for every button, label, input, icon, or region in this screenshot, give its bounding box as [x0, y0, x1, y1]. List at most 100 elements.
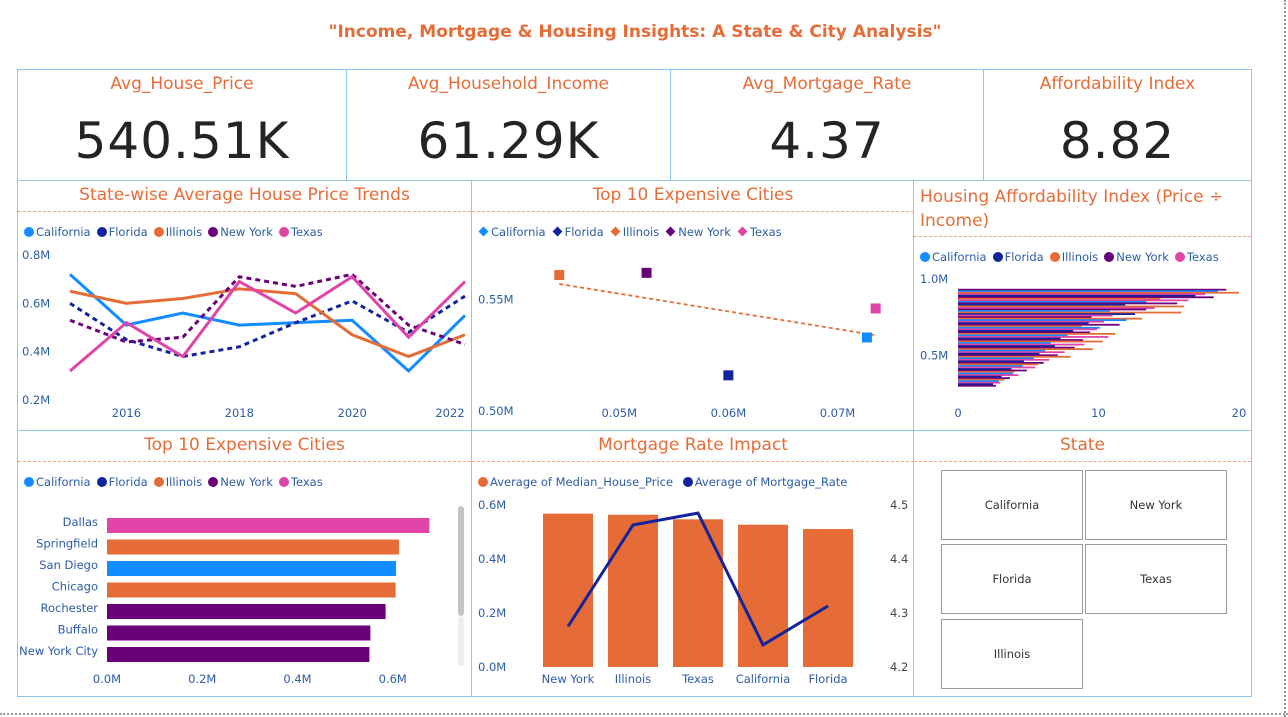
affordability-bar: [958, 333, 1116, 335]
chart-legend[interactable]: Average of Median_House_Price Average of…: [478, 475, 853, 489]
affordability-bar: [958, 361, 1044, 364]
kpi-card-household-income[interactable]: Avg_Household_Income 61.29K: [346, 69, 671, 181]
state-option-texas[interactable]: Texas: [1085, 544, 1227, 614]
affordability-bar: [958, 340, 1103, 343]
legend-marker: [478, 477, 488, 487]
affordability-bar: [958, 320, 1105, 323]
city-bar: [107, 518, 430, 533]
scrollbar-track[interactable]: [458, 616, 464, 666]
chart-title: Mortgage Rate Impact: [598, 435, 788, 455]
x-tick-label: 2022: [435, 406, 464, 420]
kpi-value: 61.29K: [417, 112, 600, 170]
affordability-bar: [958, 348, 1093, 351]
affordability-bar: [958, 316, 1092, 319]
city-label: San Diego: [39, 558, 98, 572]
affordability-bar: [958, 337, 1061, 340]
price-bar: [543, 513, 593, 667]
scatter-chart-panel[interactable]: Top 10 Expensive Cities California Florid…: [471, 180, 915, 432]
x-tick-label: New York: [542, 672, 595, 686]
kpi-card-mortgage-rate[interactable]: Avg_Mortgage_Rate 4.37: [670, 69, 984, 181]
x-tick-label: 2018: [225, 406, 254, 420]
affordability-bar: [958, 380, 999, 383]
legend-marker: [96, 477, 107, 487]
affordability-bar: [958, 371, 1015, 373]
trend-chart-panel[interactable]: State-wise Average House Price Trends Ca…: [17, 180, 472, 432]
y-tick-label: 0.6M: [22, 296, 50, 310]
state-slicer-panel[interactable]: State California New York Florida Texas …: [913, 430, 1252, 697]
kpi-card-house-price[interactable]: Avg_House_Price 540.51K: [17, 69, 347, 181]
kpi-value: 4.37: [769, 112, 885, 170]
chart-legend[interactable]: California Florida Illinois New York Texas: [478, 225, 788, 239]
y-tick-label: 0.8M: [22, 248, 50, 262]
kpi-label: Avg_House_Price: [110, 74, 254, 94]
affordability-bar: [958, 369, 1027, 372]
y-tick-label: 0.4M: [478, 552, 506, 566]
legend-marker: [278, 227, 289, 237]
chart-title: Top 10 Expensive Cities: [592, 185, 794, 205]
affordability-bar: [958, 300, 1147, 303]
legend-label: California: [36, 225, 91, 239]
line-chart[interactable]: 0.8M 0.6M 0.4M 0.2M 2016 2018 2020 2022: [18, 181, 473, 433]
kpi-card-affordability-index[interactable]: Affordability Index 8.82: [983, 69, 1252, 181]
state-option-new-york[interactable]: New York: [1085, 470, 1227, 540]
chart-title: State-wise Average House Price Trends: [79, 185, 410, 205]
mortgage-chart-panel[interactable]: Mortgage Rate Impact Average of Median_H…: [471, 430, 915, 697]
scrollbar[interactable]: [458, 506, 464, 616]
affordability-bar-chart[interactable]: 1.0M 0.5M 0 10 20: [914, 181, 1253, 433]
y2-tick-label: 4.2: [890, 660, 908, 674]
series-line-texas: [69, 274, 467, 373]
y-tick-label: 0.55M: [478, 293, 514, 307]
y-tick-label: 1.0M: [920, 272, 948, 286]
legend-label: Average of Median_House_Price: [490, 475, 674, 489]
cities-chart-panel[interactable]: Top 10 Expensive Cities California Florid…: [17, 430, 472, 697]
state-option-illinois[interactable]: Illinois: [941, 619, 1083, 689]
affordability-chart-panel[interactable]: Housing Affordability Index (Price ÷ Inc…: [913, 180, 1252, 432]
canvas-border: [0, 713, 1288, 715]
legend-label: Illinois: [1061, 250, 1099, 264]
chart-legend[interactable]: California Florida Illinois New York Texas: [24, 225, 329, 239]
y2-tick-label: 4.3: [890, 606, 908, 620]
scatter-point-florida: [723, 370, 734, 381]
legend-marker: [920, 252, 930, 262]
x-tick-label: Texas: [681, 672, 714, 686]
legend-label: Texas: [1186, 250, 1219, 264]
affordability-bar: [958, 384, 996, 387]
cities-bar-chart[interactable]: Dallas Springfield San Diego Chicago Rochest…: [18, 431, 473, 698]
y-tick-label: 0.5M: [920, 348, 948, 362]
affordability-bar: [958, 366, 1036, 369]
chart-legend[interactable]: California Florida Illinois New York Texas: [24, 475, 329, 489]
kpi-value: 540.51K: [74, 112, 290, 170]
legend-marker: [24, 477, 34, 487]
legend-marker: [153, 477, 164, 487]
x-tick-label: 2020: [338, 406, 367, 420]
legend-label: Illinois: [165, 225, 203, 239]
kpi-label: Avg_Household_Income: [407, 74, 609, 94]
affordability-bar: [958, 336, 1109, 338]
affordability-bar: [958, 304, 1126, 306]
city-label: Buffalo: [58, 623, 98, 637]
legend-label: Florida: [1004, 250, 1044, 264]
affordability-bar: [958, 326, 1100, 329]
legend-marker: [992, 252, 1003, 262]
city-label: Chicago: [52, 580, 98, 594]
legend-marker: [1174, 252, 1185, 262]
scatter-chart[interactable]: 0.55M 0.50M 0.05M 0.06M 0.07M: [472, 181, 916, 433]
chart-legend[interactable]: California Florida Illinois New York Texas: [920, 250, 1225, 264]
series-line-new-york: [69, 272, 466, 346]
mortgage-rate-line: [566, 511, 829, 647]
affordability-bar: [958, 351, 1065, 354]
affordability-bar: [958, 377, 1010, 380]
legend-marker: [96, 227, 107, 237]
legend-label: New York: [220, 475, 273, 489]
state-option-california[interactable]: California: [941, 470, 1083, 540]
scatter-point-texas: [870, 303, 881, 314]
affordability-bar: [958, 375, 1002, 378]
affordability-bar: [958, 331, 1091, 334]
legend-label: California: [932, 250, 987, 264]
combo-chart[interactable]: 0.6M 0.4M 0.2M 0.0M 4.5 4.4 4.3 4.2 New York Illi…: [472, 431, 916, 698]
legend-marker: [208, 477, 219, 487]
x-tick-label: Illinois: [615, 672, 652, 686]
legend-label: Texas: [749, 225, 782, 239]
city-label: New York City: [19, 644, 98, 658]
state-option-florida[interactable]: Florida: [941, 544, 1083, 614]
